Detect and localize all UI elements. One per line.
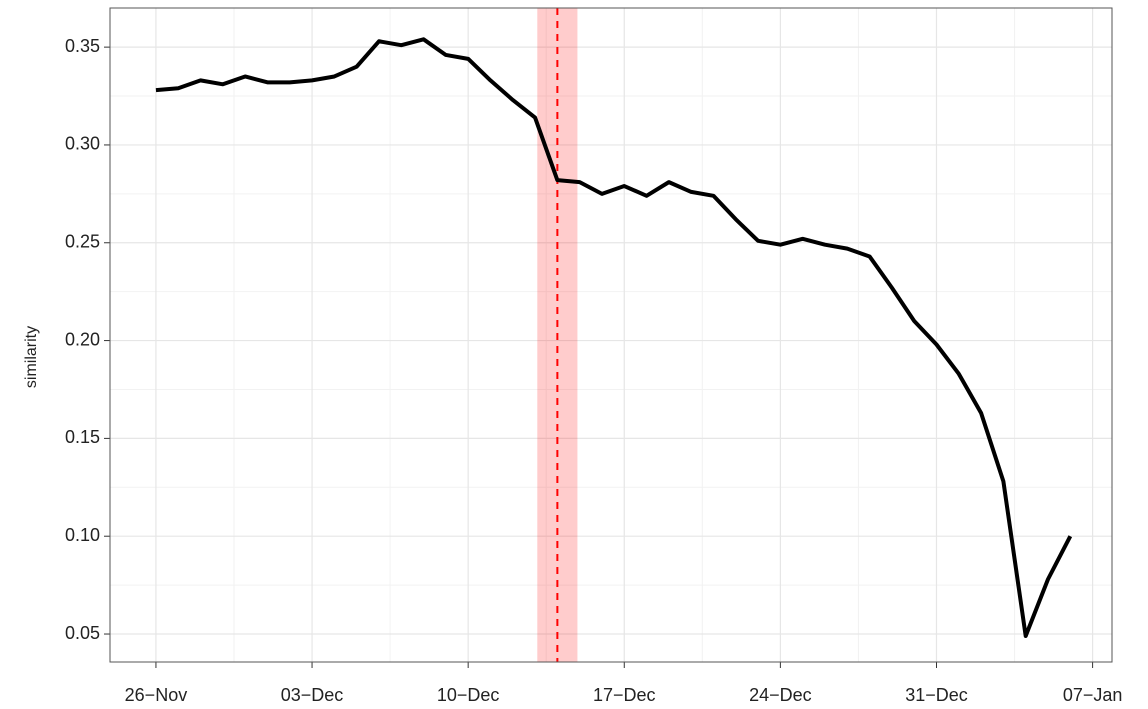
y-tick-label: 0.25: [65, 232, 100, 252]
plot-border: [109, 7, 1113, 663]
x-tick-label: 31−Dec: [905, 685, 968, 705]
y-axis-label: similarity: [23, 326, 40, 388]
x-tick-label: 24−Dec: [749, 685, 812, 705]
x-tick-label: 17−Dec: [593, 685, 656, 705]
y-tick-label: 0.05: [65, 623, 100, 643]
y-tick-label: 0.10: [65, 525, 100, 545]
x-tick-label: 03−Dec: [281, 685, 344, 705]
x-tick-label: 26−Nov: [125, 685, 188, 705]
x-tick-label: 07−Jan: [1063, 685, 1123, 705]
y-tick-label: 0.15: [65, 427, 100, 447]
y-tick-label: 0.35: [65, 36, 100, 56]
y-tick-label: 0.20: [65, 329, 100, 349]
plot-background: [110, 8, 1112, 662]
y-tick-label: 0.30: [65, 134, 100, 154]
x-tick-label: 10−Dec: [437, 685, 500, 705]
line: [155, 37, 1073, 638]
